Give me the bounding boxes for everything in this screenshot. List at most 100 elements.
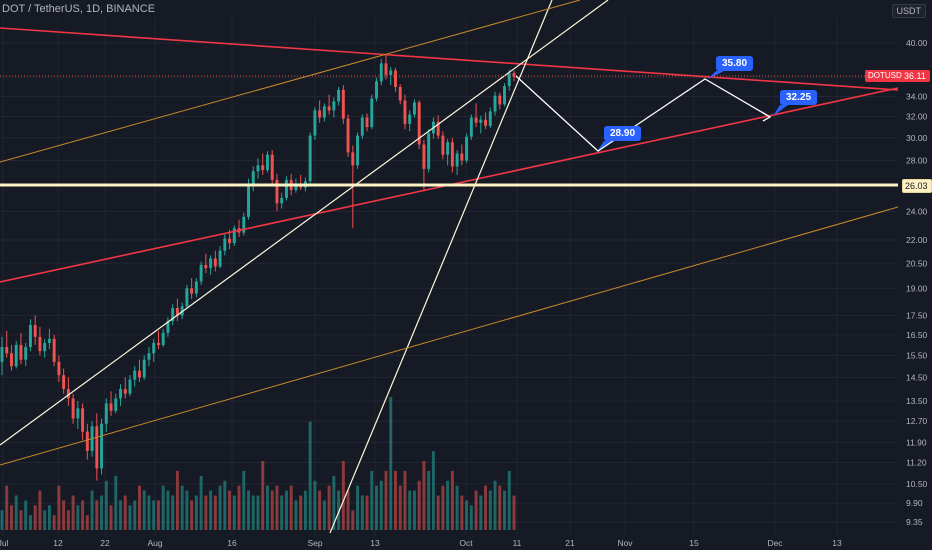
currency-label[interactable]: USDT	[891, 4, 926, 18]
candle-body	[138, 370, 141, 378]
y-tick-label: 34.00	[906, 92, 928, 102]
volume-bar	[455, 485, 459, 530]
y-tick-label: 14.50	[906, 372, 928, 382]
candle-body	[133, 370, 137, 380]
candle-body	[0, 347, 4, 362]
candle-body	[322, 106, 326, 118]
projection-arrowhead	[761, 111, 772, 122]
y-tick-label: 9.90	[906, 498, 923, 508]
candle-body	[318, 110, 322, 118]
volume-bar	[289, 485, 293, 530]
callout-target-high[interactable]: 35.80	[716, 56, 754, 71]
candle-body	[156, 342, 160, 345]
volume-bar	[152, 500, 156, 530]
candle-body	[247, 183, 250, 217]
volume-bar	[76, 505, 80, 530]
volume-bar	[408, 490, 412, 530]
resistance-trendline	[0, 27, 899, 91]
candle-body	[128, 379, 132, 394]
candle-body	[398, 87, 402, 101]
volume-bar	[460, 495, 464, 530]
volume-bar	[356, 485, 360, 530]
volume-bar	[223, 480, 227, 530]
candle-body	[360, 117, 364, 136]
candle-body	[346, 118, 350, 153]
candle-body	[204, 264, 208, 269]
y-tick-label: 30.00	[906, 133, 928, 143]
candle-body	[427, 133, 431, 169]
volume-bar	[507, 470, 511, 530]
last-price-tag: 36.11	[902, 70, 930, 82]
volume-bar	[441, 485, 445, 530]
candle-body	[95, 426, 99, 469]
callout-pointer	[773, 105, 788, 116]
volume-bar	[142, 490, 146, 530]
volume-bar	[185, 490, 189, 530]
volume-bars	[0, 397, 516, 530]
volume-bar	[261, 461, 265, 530]
volume-bar	[232, 495, 236, 530]
volume-bar	[57, 485, 61, 530]
volume-bar	[280, 495, 284, 530]
callout-target-low[interactable]: 28.90	[604, 126, 642, 141]
candle-body	[190, 288, 194, 294]
candle-body	[365, 117, 369, 127]
candle-body	[71, 398, 75, 419]
candle-body	[384, 63, 388, 75]
volume-bar	[5, 485, 9, 530]
volume-bar	[138, 485, 141, 530]
volume-bar	[62, 500, 66, 530]
candle-body	[422, 144, 426, 169]
volume-bar	[52, 515, 56, 530]
candle-body	[232, 228, 236, 244]
candle-body	[266, 154, 269, 171]
volume-bar	[128, 505, 132, 530]
candle-body	[351, 152, 355, 166]
volume-bar	[493, 480, 497, 530]
volume-bar	[10, 505, 13, 530]
x-tick-label: Oct	[459, 538, 473, 548]
volume-bar	[209, 490, 213, 530]
candle-body	[147, 353, 151, 360]
volume-bar	[218, 485, 222, 530]
volume-bar	[422, 461, 426, 530]
volume-bar	[465, 500, 469, 530]
candle-body	[213, 258, 217, 267]
volume-bar	[370, 470, 374, 530]
volume-bar	[90, 490, 94, 530]
candle-body	[142, 359, 146, 378]
symbol-tag: DOTUSDT	[865, 70, 910, 82]
candle-body	[389, 70, 393, 75]
candle-body	[152, 342, 156, 354]
x-tick-label: 13	[370, 538, 380, 548]
drawings[interactable]	[0, 0, 899, 534]
channel-upper-line	[0, 0, 581, 163]
volume-bar	[436, 495, 440, 530]
candle-body	[52, 338, 56, 362]
candle-body	[412, 102, 416, 115]
volume-bar	[412, 490, 416, 530]
candle-body	[436, 121, 440, 136]
x-tick-label: 15	[689, 538, 699, 548]
candle-body	[403, 100, 407, 124]
candle-body	[465, 136, 469, 161]
candle-body	[242, 216, 246, 233]
y-tick-label: 11.20	[906, 458, 927, 468]
candle-body	[507, 73, 511, 87]
callout-target-mid[interactable]: 32.25	[780, 90, 818, 105]
volume-bar	[341, 461, 345, 530]
candle-body	[123, 388, 127, 394]
volume-bar	[166, 490, 170, 530]
volume-bar	[133, 500, 137, 530]
volume-bar	[313, 480, 317, 530]
y-tick-label: 17.50	[906, 310, 928, 320]
candle-body	[194, 281, 198, 294]
candle-body	[370, 98, 374, 127]
candle-body	[175, 307, 179, 316]
candle-body	[209, 258, 213, 269]
callout-pointer	[598, 141, 612, 150]
x-tick-label: 12	[53, 538, 63, 548]
volume-bar	[0, 510, 4, 530]
volume-bar	[109, 505, 113, 530]
